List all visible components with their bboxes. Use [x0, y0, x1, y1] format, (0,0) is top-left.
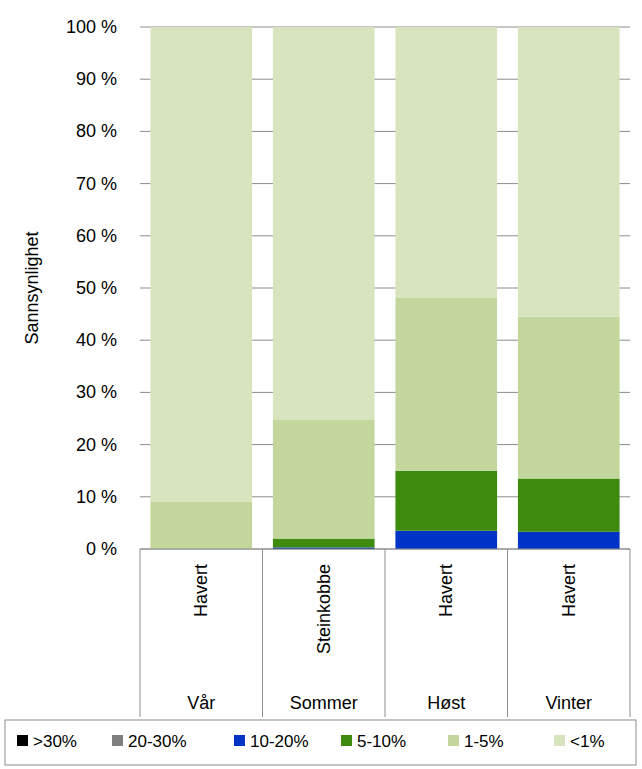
bar-segment: [273, 420, 375, 538]
y-tick-label: 60 %: [76, 226, 117, 246]
bars: [150, 27, 619, 549]
bar-segment: [518, 317, 620, 479]
group-label: Vår: [187, 693, 215, 713]
y-tick-label: 70 %: [76, 174, 117, 194]
y-tick-label: 100 %: [66, 17, 117, 37]
x-tick-label: Steinkobbe: [314, 564, 334, 654]
y-axis-title: Sannsynlighet: [22, 231, 42, 344]
y-tick-label: 50 %: [76, 278, 117, 298]
bar-segment: [395, 297, 497, 470]
y-tick-label: 20 %: [76, 435, 117, 455]
category-separator: [140, 549, 141, 717]
legend-label: <1%: [570, 732, 605, 751]
bar-segment: [518, 479, 620, 532]
group-label: Sommer: [290, 693, 358, 713]
bar-segment: [395, 531, 497, 549]
category-separator: [262, 549, 263, 717]
y-tick-label: 10 %: [76, 487, 117, 507]
legend-swatch: [234, 735, 245, 746]
legend-swatch: [554, 735, 565, 746]
y-tick-label: 0 %: [86, 539, 117, 559]
y-tick-label: 30 %: [76, 382, 117, 402]
legend-swatch: [448, 735, 459, 746]
legend-swatch: [112, 735, 123, 746]
legend-label: 5-10%: [357, 732, 406, 751]
bar-segment: [395, 27, 497, 297]
x-tick-label: Havert: [559, 564, 579, 617]
legend-box: [5, 720, 636, 765]
bar-segment: [395, 471, 497, 531]
bar-segment: [273, 27, 375, 420]
legend-label: >30%: [33, 732, 77, 751]
legend-label: 20-30%: [128, 732, 187, 751]
legend-label: 1-5%: [464, 732, 504, 751]
category-separator: [507, 549, 508, 717]
y-tick-label: 40 %: [76, 330, 117, 350]
bar-segment: [273, 539, 375, 548]
y-tick-label: 80 %: [76, 121, 117, 141]
group-label: Vinter: [545, 693, 592, 713]
x-tick-label: Havert: [436, 564, 456, 617]
x-tick-label: Havert: [191, 564, 211, 617]
legend-swatch: [341, 735, 352, 746]
chart: 0 % 10 % 20 % 30 % 40 % 50 % 60 % 70 % 80 % 90 % 1…: [0, 0, 642, 769]
legend-label: 10-20%: [250, 732, 309, 751]
category-separator: [630, 549, 631, 717]
legend-swatch: [17, 735, 28, 746]
bar-segment: [518, 532, 620, 549]
bar-segment: [518, 27, 620, 317]
bar-segment: [150, 502, 252, 549]
group-label: Høst: [427, 693, 465, 713]
category-separator: [385, 549, 386, 717]
bar-segment: [150, 27, 252, 502]
y-tick-label: 90 %: [76, 69, 117, 89]
